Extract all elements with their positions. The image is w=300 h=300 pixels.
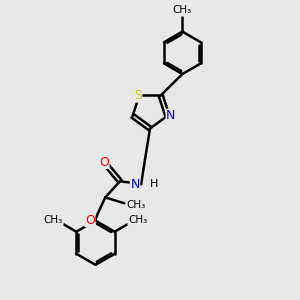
Text: CH₃: CH₃ (173, 5, 192, 15)
Text: N: N (166, 110, 176, 122)
Text: O: O (99, 156, 109, 169)
Text: CH₃: CH₃ (127, 200, 146, 210)
Text: O: O (85, 214, 95, 226)
Text: H: H (149, 179, 158, 189)
Text: N: N (130, 178, 140, 191)
Text: S: S (134, 89, 142, 102)
Text: CH₃: CH₃ (128, 215, 147, 225)
Text: CH₃: CH₃ (44, 215, 63, 225)
